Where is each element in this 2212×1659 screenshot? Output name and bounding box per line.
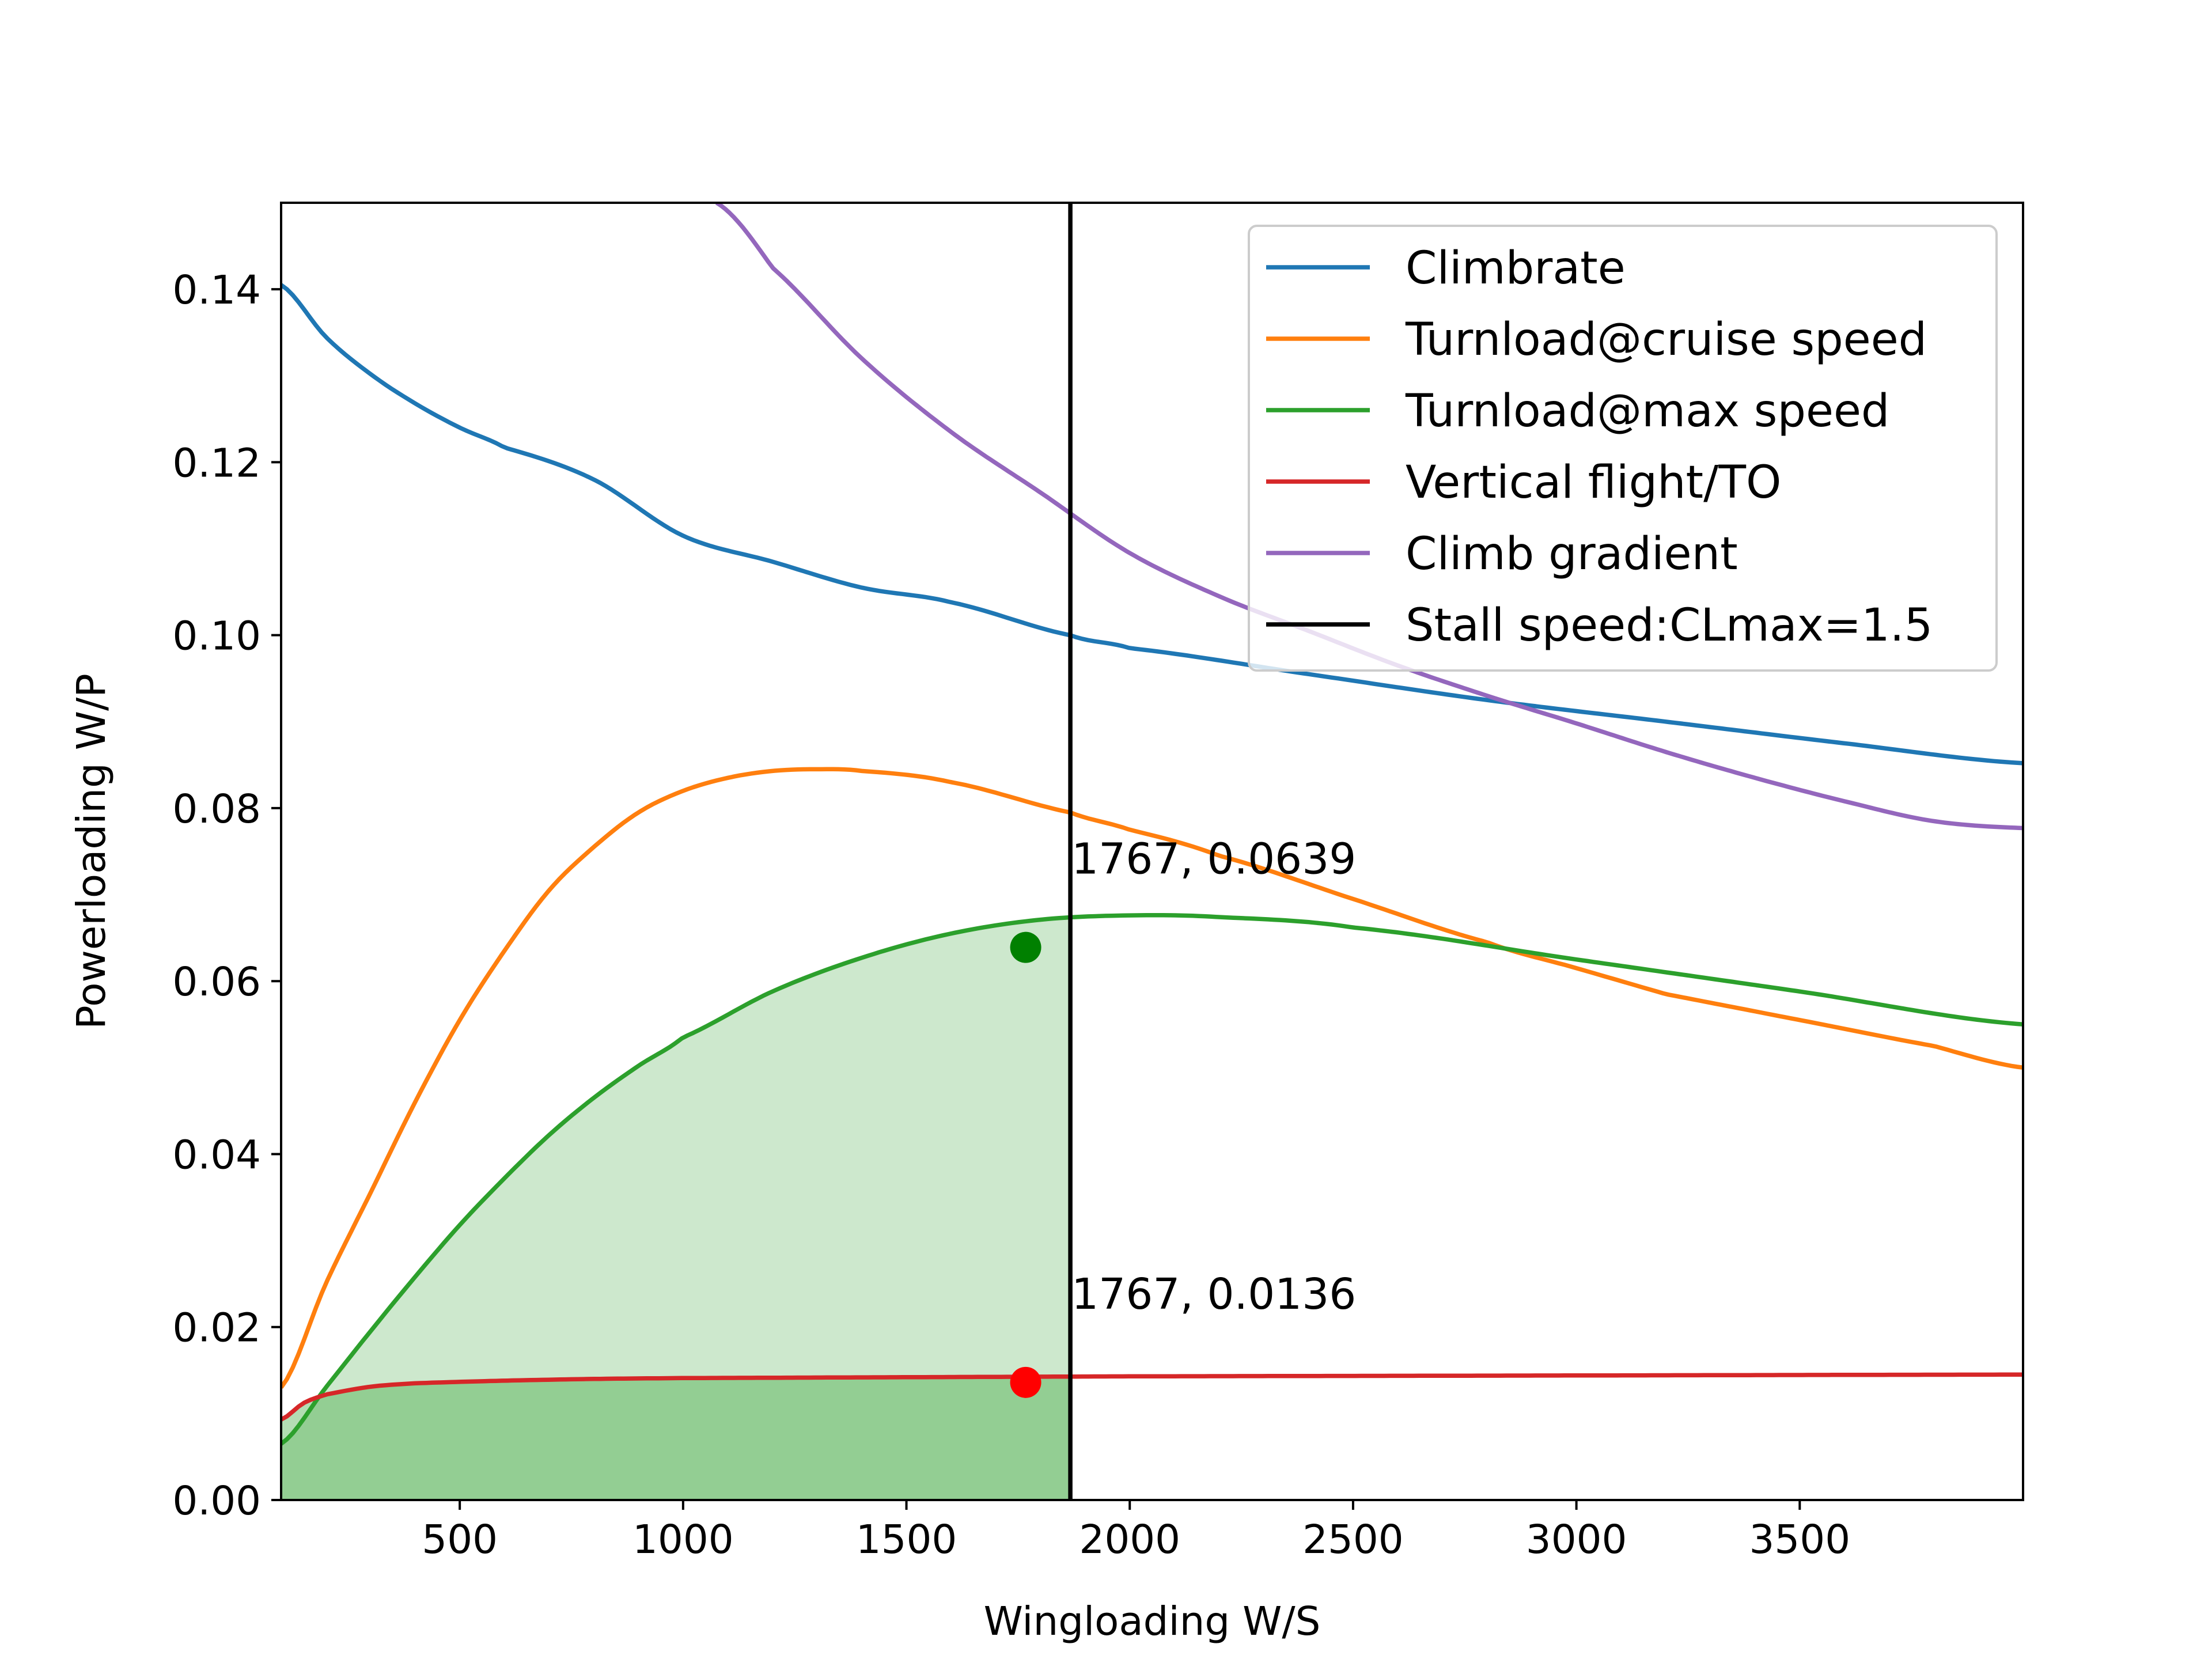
- legend-box: [1248, 225, 1998, 672]
- legend: Climbrate Turnload@cruise speed Turnload@m…: [1248, 225, 1998, 672]
- x-tick-label: 1000: [632, 1517, 734, 1563]
- data-point-2: [1010, 1366, 1041, 1398]
- legend-label-vertical-flight-to: Vertical flight/TO: [1406, 457, 1781, 509]
- x-tick-label: 3500: [1749, 1517, 1851, 1563]
- series-line-climbrate: [281, 283, 2023, 766]
- y-tick-label: 0.08: [172, 786, 261, 832]
- x-tick-label: 3000: [1526, 1517, 1627, 1563]
- plot-area: [281, 203, 2023, 1500]
- fill-region-2: [281, 1376, 1071, 1500]
- x-tick-label: 2500: [1302, 1517, 1404, 1563]
- series-line-vertical-flight-to: [281, 1372, 2023, 1422]
- y-tick-label: 0.00: [172, 1478, 261, 1524]
- legend-label-climb-gradient: Climb gradient: [1406, 528, 1738, 580]
- fill-region-1: [281, 917, 1071, 1500]
- x-tick-label: 2000: [1079, 1517, 1180, 1563]
- axis-ticks: 500 1000 1500 2000 2500 3000 3500 0.00 0.02 0.04 0…: [172, 267, 1850, 1563]
- y-tick-label: 0.06: [172, 959, 261, 1005]
- y-tick-label: 0.04: [172, 1132, 261, 1178]
- x-tick-label: 500: [422, 1517, 498, 1563]
- series-line-turnload-cruise-speed: [281, 767, 2023, 1389]
- point-annotation-1: 1767, 0.0639: [1071, 835, 1356, 884]
- x-axis-label: Wingloading W/S: [984, 1599, 1321, 1645]
- legend-label-turnload-max-speed: Turnload@max speed: [1405, 385, 1889, 437]
- y-tick-label: 0.02: [172, 1305, 261, 1351]
- legend-label-stall-speed-clmax-1-5: Stall speed:CLmax=1.5: [1406, 600, 1933, 652]
- legend-label-turnload-cruise-speed: Turnload@cruise speed: [1405, 314, 1927, 366]
- point-annotation-2: 1767, 0.0136: [1071, 1270, 1356, 1319]
- legend-label-climbrate: Climbrate: [1406, 243, 1626, 294]
- y-tick-label: 0.12: [172, 440, 261, 486]
- data-point-1: [1010, 931, 1041, 963]
- y-tick-label: 0.14: [172, 267, 261, 313]
- y-axis-label: Powerloading W/P: [69, 673, 115, 1029]
- y-tick-label: 0.10: [172, 613, 261, 660]
- series-line-turnload-max-speed: [281, 913, 2023, 1446]
- x-tick-label: 1500: [856, 1517, 957, 1563]
- axes-frame: [280, 202, 2024, 1501]
